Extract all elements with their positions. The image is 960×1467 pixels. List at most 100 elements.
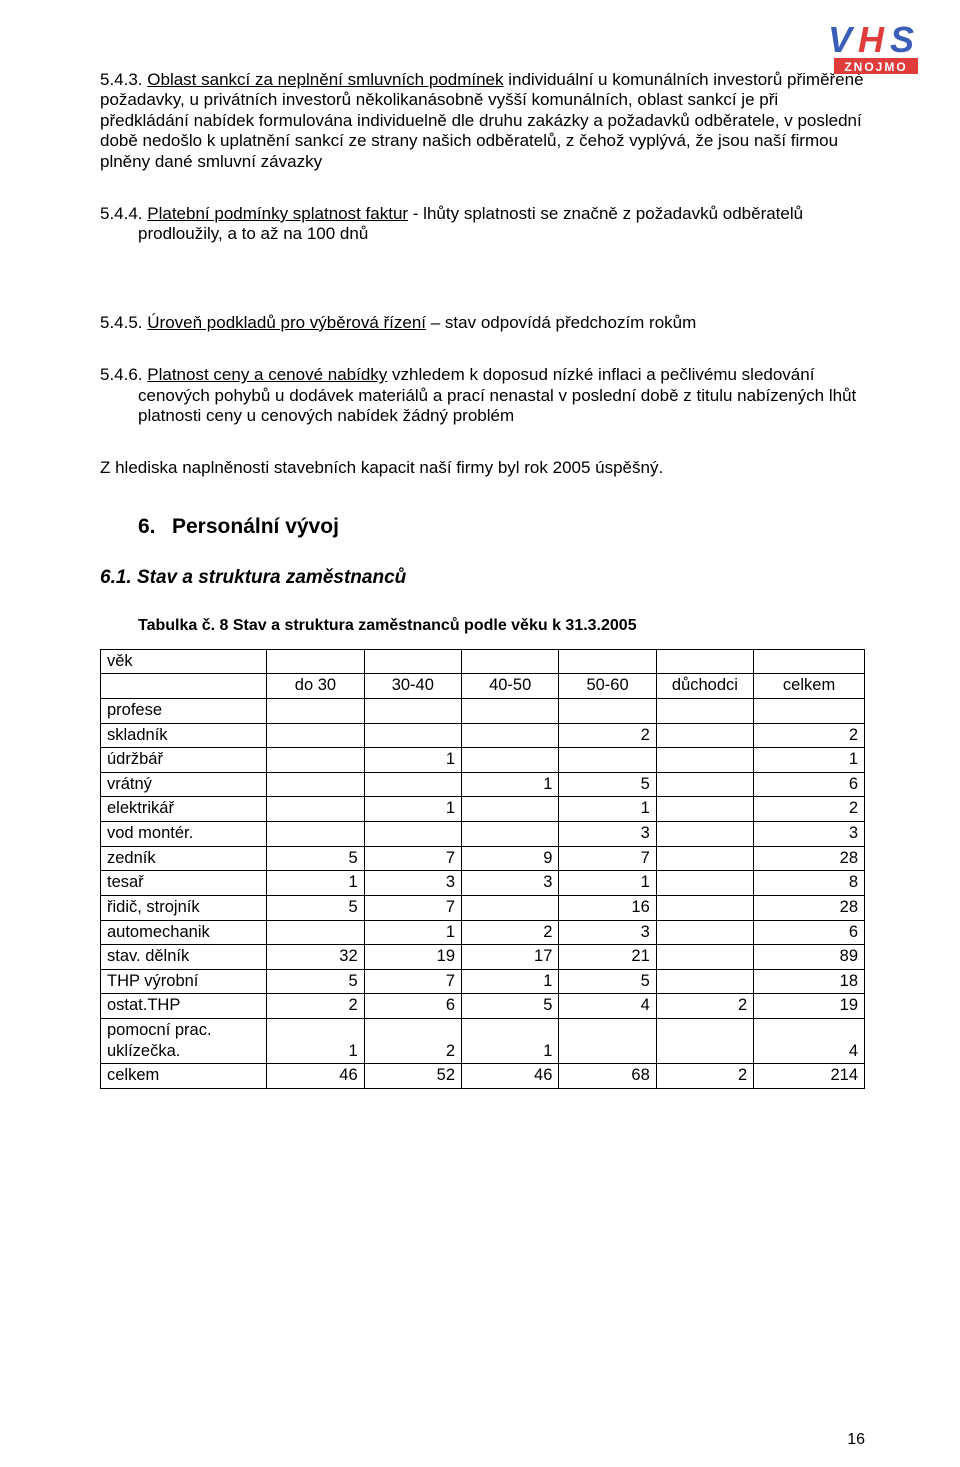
table-cell-value: 3 [559, 920, 656, 945]
table-row-label: vrátný [101, 772, 267, 797]
table-row-label: údržbář [101, 748, 267, 773]
table-cell-value: 2 [656, 994, 753, 1019]
table-cell-empty [364, 649, 461, 674]
svg-text:H: H [858, 19, 885, 60]
table-row: THP výrobní571518 [101, 969, 865, 994]
table-cell-empty [754, 649, 865, 674]
table-row: řidič, strojník571628 [101, 895, 865, 920]
table-cell-value [656, 772, 753, 797]
table-cell-value [462, 895, 559, 920]
table-cell-value: 3 [364, 871, 461, 896]
table-cell-value [656, 871, 753, 896]
table-cell-value [267, 723, 364, 748]
table-row: stav. dělník3219172189 [101, 945, 865, 970]
svg-text:S: S [890, 19, 914, 60]
table-cell-value: 28 [754, 895, 865, 920]
section-5-4-3-lead: 5.4.3. Oblast sankcí za neplnění smluvní… [100, 70, 504, 89]
page-number: 16 [847, 1431, 865, 1449]
table-cell-value: 46 [462, 1064, 559, 1089]
table-row: zedník579728 [101, 846, 865, 871]
table-cell-value: 1 [462, 969, 559, 994]
table-cell-value [559, 1019, 656, 1064]
table-cell-value: 1 [364, 748, 461, 773]
employee-age-table: věkdo 3030-4040-5050-60důchodcicelkempro… [100, 649, 865, 1089]
table-cell-value [462, 723, 559, 748]
table-cell-value: 3 [754, 822, 865, 847]
table-row-profese: profese [101, 698, 865, 723]
table-cell-value: 3 [559, 822, 656, 847]
table-row-label: ostat.THP [101, 994, 267, 1019]
table-row-vek: věk [101, 649, 865, 674]
summary-paragraph: Z hlediska naplněnosti stavebních kapaci… [100, 458, 865, 478]
table-column-header: důchodci [656, 674, 753, 699]
table-row: vod montér.33 [101, 822, 865, 847]
table-cell-value [364, 723, 461, 748]
svg-text:ZNOJMO: ZNOJMO [844, 60, 907, 74]
table-cell-value [656, 723, 753, 748]
table-cell-value: 21 [559, 945, 656, 970]
section-5-4-4-lead: 5.4.4. Platební podmínky splatnost faktu… [100, 204, 408, 223]
table-cell-empty [462, 698, 559, 723]
company-logo: V H S ZNOJMO [828, 18, 938, 83]
table-cell-value: 5 [267, 846, 364, 871]
table-cell-value: 46 [267, 1064, 364, 1089]
table-cell-value: 1 [462, 772, 559, 797]
table-cell-value: 52 [364, 1064, 461, 1089]
table-cell-value [656, 895, 753, 920]
table-cell-value: 1 [364, 797, 461, 822]
table-cell-value: 7 [364, 846, 461, 871]
table-cell-value [462, 822, 559, 847]
table-cell-value: 5 [267, 895, 364, 920]
table-cell-value: 1 [267, 871, 364, 896]
section-5-4-6-lead: 5.4.6. Platnost ceny a cenové nabídky [100, 365, 387, 384]
table-cell-empty [267, 649, 364, 674]
table-row-label: stav. dělník [101, 945, 267, 970]
table-cell-empty [559, 649, 656, 674]
table-cell-value: 19 [754, 994, 865, 1019]
table-cell-value: 5 [559, 772, 656, 797]
table-cell-value: 68 [559, 1064, 656, 1089]
table-cell-value: 16 [559, 895, 656, 920]
table-cell-value: 5 [462, 994, 559, 1019]
table-row-label: THP výrobní [101, 969, 267, 994]
table-row-label: pomocní prac. uklízečka. [101, 1019, 267, 1064]
table-cell-value: 2 [656, 1064, 753, 1089]
table-cell-value: 7 [364, 969, 461, 994]
table-row: automechanik1236 [101, 920, 865, 945]
table-cell-value: 3 [462, 871, 559, 896]
section-5-4-6: 5.4.6. Platnost ceny a cenové nabídky vz… [100, 365, 865, 426]
table-cell-empty [656, 698, 753, 723]
table-title: Tabulka č. 8 Stav a struktura zaměstnanc… [100, 617, 865, 635]
table-cell-value: 5 [267, 969, 364, 994]
section-5-4-4: 5.4.4. Platební podmínky splatnost faktu… [100, 204, 865, 245]
table-cell-value [656, 969, 753, 994]
table-cell-value: 1 [559, 871, 656, 896]
table-cell-value: 5 [559, 969, 656, 994]
table-column-header: do 30 [267, 674, 364, 699]
table-column-header: 40-50 [462, 674, 559, 699]
table-row-headers: do 3030-4040-5050-60důchodcicelkem [101, 674, 865, 699]
table-cell-value: 1 [462, 1019, 559, 1064]
table-cell-value: 8 [754, 871, 865, 896]
table-cell-value: 1 [364, 920, 461, 945]
table-cell-value [364, 772, 461, 797]
table-cell-empty [559, 698, 656, 723]
table-row-label: zedník [101, 846, 267, 871]
section-5-4-3-title: Oblast sankcí za neplnění smluvních podm… [147, 70, 503, 89]
table-row: údržbář11 [101, 748, 865, 773]
table-cell-value: 2 [559, 723, 656, 748]
section-5-4-5-body: – stav odpovídá předchozím rokům [426, 313, 696, 332]
table-column-header: 30-40 [364, 674, 461, 699]
table-row: elektrikář112 [101, 797, 865, 822]
table-cell-value: 6 [754, 920, 865, 945]
heading-6-1: 6.1. Stav a struktura zaměstnanců [100, 567, 865, 589]
table-cell-value: 6 [754, 772, 865, 797]
table-cell-value [267, 772, 364, 797]
table-cell-value [462, 748, 559, 773]
table-row-label: řidič, strojník [101, 895, 267, 920]
svg-text:V: V [828, 19, 855, 60]
table-cell-empty [101, 674, 267, 699]
table-cell-empty [656, 649, 753, 674]
table-cell-value: 4 [559, 994, 656, 1019]
table-cell-empty [754, 698, 865, 723]
